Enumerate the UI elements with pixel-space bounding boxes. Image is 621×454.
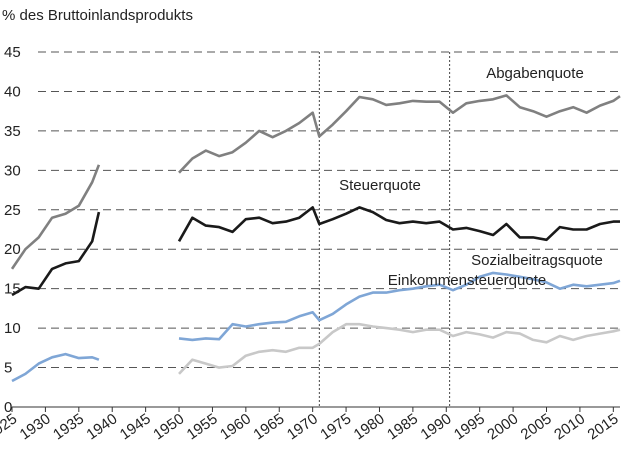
y-tick-label: 20 — [4, 241, 21, 258]
series-label: Steuerquote — [339, 177, 421, 194]
x-tick-label: 1930 — [17, 410, 54, 443]
x-tick-label: 1965 — [250, 410, 287, 443]
y-tick-label: 10 — [4, 320, 21, 337]
x-tick-label: 1925 — [0, 410, 20, 443]
series-label: Einkommensteuerquote — [388, 272, 546, 289]
x-tick-label: 1955 — [184, 410, 221, 443]
y-tick-label: 35 — [4, 123, 21, 140]
x-tick-label: 2010 — [551, 410, 588, 443]
y-tick-label: 0 — [4, 399, 12, 416]
series-line — [10, 94, 621, 270]
x-tick-label: 1995 — [451, 410, 488, 443]
y-tick-label: 40 — [4, 83, 21, 100]
x-tick-label: 1970 — [284, 410, 321, 443]
series-label: Abgabenquote — [486, 65, 584, 82]
series-label: Sozialbeitragsquote — [471, 252, 603, 269]
x-tick-label: 1945 — [117, 410, 154, 443]
y-axis-label: % des Bruttoinlandsprodukts — [2, 7, 193, 24]
x-tick-label: 1940 — [83, 410, 120, 443]
x-tick-label: 1950 — [150, 410, 187, 443]
x-tick-label: 1935 — [50, 410, 87, 443]
y-tick-label: 30 — [4, 162, 21, 179]
x-tick-label: 1980 — [351, 410, 388, 443]
series-line — [11, 206, 620, 297]
series-line — [11, 271, 621, 383]
x-tick-label: 2005 — [518, 410, 555, 443]
x-tick-label: 1975 — [317, 410, 354, 443]
x-tick-label: 1990 — [417, 410, 454, 443]
y-tick-label: 45 — [4, 44, 21, 61]
x-tick-label: 1985 — [384, 410, 421, 443]
x-tick-label: 2000 — [484, 410, 521, 443]
y-tick-label: 5 — [4, 360, 12, 377]
y-tick-label: 25 — [4, 202, 21, 219]
x-tick-label: 1960 — [217, 410, 254, 443]
series-line — [178, 322, 621, 375]
x-tick-label: 2015 — [585, 410, 621, 443]
